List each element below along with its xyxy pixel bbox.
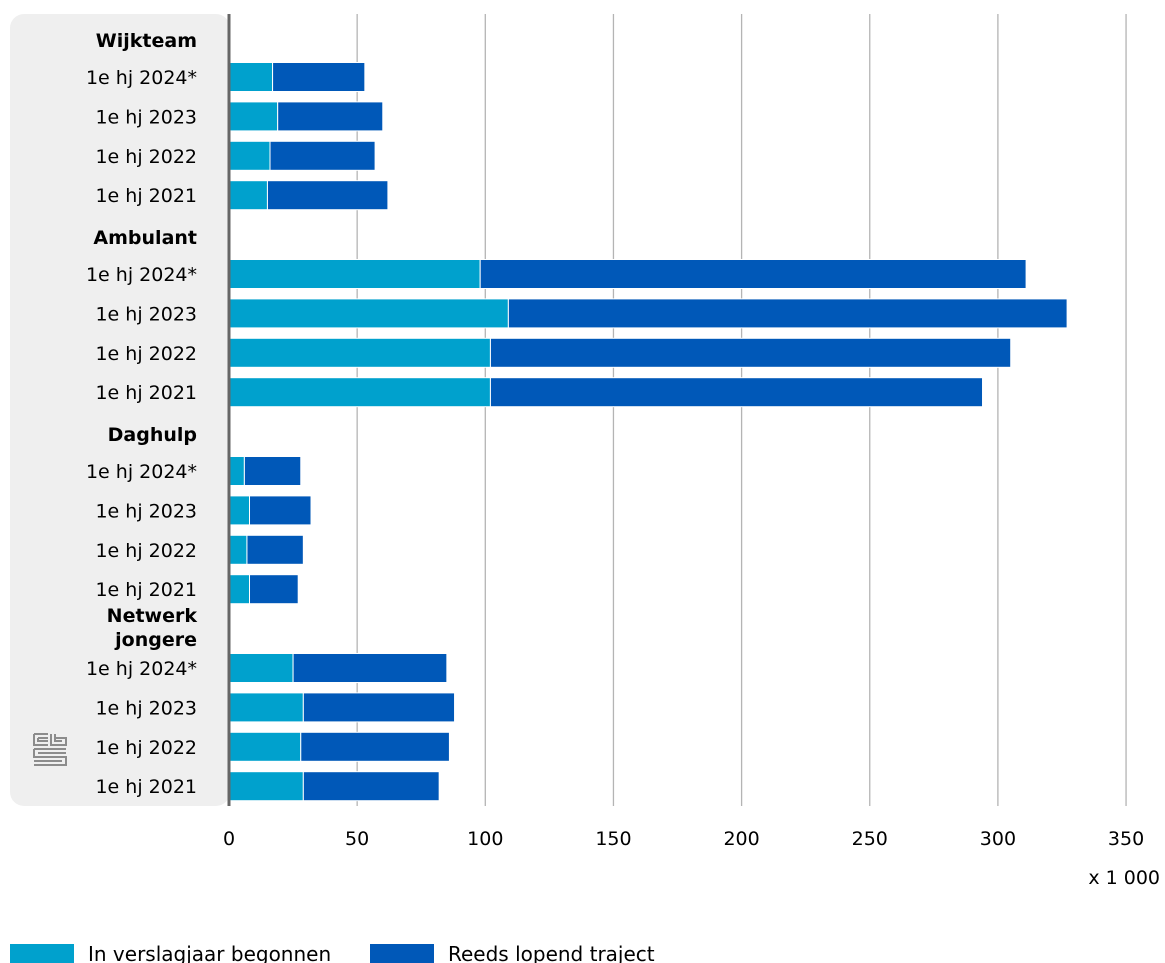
- category-panel: [10, 14, 230, 806]
- chart-svg: Wijkteam 1e hj 2024* 1e hj 2023 1e hj 2022 1…: [10, 14, 1160, 889]
- bar-reeds-lopend-traject: [249, 574, 299, 605]
- row-label: 1e hj 2022: [95, 146, 197, 168]
- bar-in-verslagjaar-begonnen: [228, 456, 245, 486]
- bar-reeds-lopend-traject: [507, 298, 1068, 329]
- row-label: 1e hj 2023: [95, 303, 197, 325]
- legend-item: In verslagjaar begonnen: [10, 944, 331, 963]
- row-label: 1e hj 2023: [95, 500, 197, 522]
- legend-item: Reeds lopend traject: [370, 944, 655, 963]
- bar-in-verslagjaar-begonnen: [228, 259, 481, 289]
- bar-in-verslagjaar-begonnen: [228, 377, 491, 408]
- row-label: 1e hj 2023: [95, 697, 197, 719]
- bar-reeds-lopend-traject: [269, 140, 376, 171]
- bar-in-verslagjaar-begonnen: [228, 495, 251, 526]
- row-label: 1e hj 2024*: [86, 264, 197, 286]
- bar-reeds-lopend-traject: [292, 653, 448, 683]
- bar-in-verslagjaar-begonnen: [228, 653, 294, 683]
- x-tick-label: 0: [223, 828, 235, 850]
- x-tick-label: 150: [595, 828, 631, 850]
- bar-in-verslagjaar-begonnen: [228, 140, 271, 171]
- bars: [228, 62, 1068, 802]
- row-label: 1e hj 2024*: [86, 658, 197, 680]
- x-tick-label: 300: [980, 828, 1016, 850]
- x-tick-label: 250: [852, 828, 888, 850]
- x-tick-label: 350: [1108, 828, 1144, 850]
- gridlines: [356, 14, 1127, 806]
- group-label: Wijkteam: [96, 30, 197, 52]
- legend-label: Reeds lopend traject: [448, 944, 655, 963]
- group-label: Netwerk jongere: [107, 605, 198, 651]
- bar-in-verslagjaar-begonnen: [228, 692, 304, 723]
- bar-reeds-lopend-traject: [266, 180, 389, 211]
- bar-reeds-lopend-traject: [243, 456, 302, 486]
- bar-in-verslagjaar-begonnen: [228, 534, 248, 565]
- row-label: 1e hj 2021: [95, 579, 197, 601]
- bar-reeds-lopend-traject: [249, 495, 312, 526]
- bar-reeds-lopend-traject: [489, 377, 984, 408]
- row-label: 1e hj 2024*: [86, 67, 197, 89]
- bar-in-verslagjaar-begonnen: [228, 731, 302, 762]
- bar-reeds-lopend-traject: [302, 771, 440, 802]
- row-label: 1e hj 2022: [95, 737, 197, 759]
- bar-in-verslagjaar-begonnen: [228, 298, 509, 329]
- row-label: 1e hj 2021: [95, 776, 197, 798]
- bar-reeds-lopend-traject: [246, 534, 304, 565]
- category-labels: Wijkteam 1e hj 2024* 1e hj 2023 1e hj 2022 1…: [86, 30, 197, 798]
- x-tick-labels: 0 50 100 150 200 250 300 350: [223, 828, 1144, 850]
- x-tick-label: 100: [467, 828, 503, 850]
- legend: In verslagjaar begonnen Reeds lopend traj…: [0, 944, 1165, 963]
- row-label: 1e hj 2024*: [86, 461, 197, 483]
- group-label: Ambulant: [93, 227, 197, 249]
- bar-reeds-lopend-traject: [302, 692, 456, 723]
- row-label: 1e hj 2023: [95, 106, 197, 128]
- row-label: 1e hj 2022: [95, 540, 197, 562]
- row-label: 1e hj 2022: [95, 343, 197, 365]
- bar-in-verslagjaar-begonnen: [228, 62, 274, 92]
- bar-reeds-lopend-traject: [479, 259, 1027, 289]
- bar-in-verslagjaar-begonnen: [228, 180, 268, 211]
- row-label: 1e hj 2021: [95, 185, 197, 207]
- bar-reeds-lopend-traject: [300, 731, 450, 762]
- x-tick-label: 50: [345, 828, 369, 850]
- x-tick-label: 200: [723, 828, 759, 850]
- legend-swatch: [370, 944, 434, 963]
- cbs-logo: [33, 733, 67, 766]
- bar-in-verslagjaar-begonnen: [228, 337, 491, 368]
- bar-in-verslagjaar-begonnen: [228, 101, 279, 132]
- group-label: Daghulp: [108, 424, 197, 446]
- legend-label: In verslagjaar begonnen: [88, 944, 332, 963]
- bar-reeds-lopend-traject: [272, 62, 366, 92]
- bar-reeds-lopend-traject: [277, 101, 384, 132]
- bar-reeds-lopend-traject: [489, 337, 1012, 368]
- bar-in-verslagjaar-begonnen: [228, 771, 304, 802]
- unit-label: x 1 000: [1088, 867, 1160, 889]
- bar-in-verslagjaar-begonnen: [228, 574, 251, 605]
- row-label: 1e hj 2021: [95, 382, 197, 404]
- legend-swatch: [10, 944, 74, 963]
